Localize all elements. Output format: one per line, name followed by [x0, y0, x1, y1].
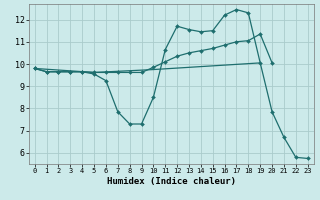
X-axis label: Humidex (Indice chaleur): Humidex (Indice chaleur): [107, 177, 236, 186]
